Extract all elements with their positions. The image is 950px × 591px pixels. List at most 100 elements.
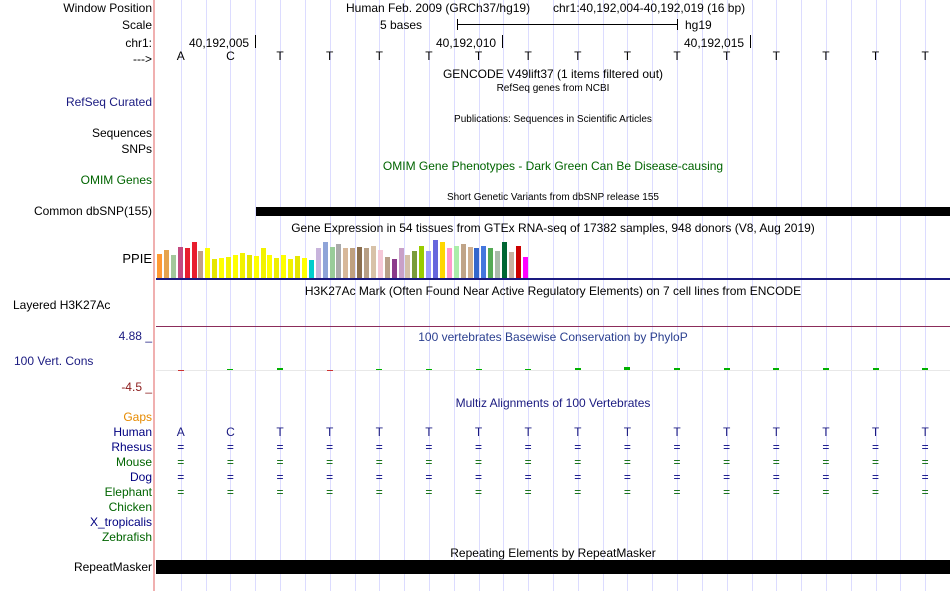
cons-bar xyxy=(822,367,829,370)
gtex-gene-label[interactable]: PPIE xyxy=(122,251,152,266)
gtex-tissue-bar[interactable] xyxy=(412,250,418,278)
gtex-tissue-bar[interactable] xyxy=(184,247,190,278)
alignment-base: T xyxy=(871,425,880,439)
repeatmasker-feature-bar[interactable] xyxy=(156,560,950,574)
gtex-tissue-bar[interactable] xyxy=(343,248,349,278)
species-label: Zebrafish xyxy=(101,530,152,544)
gaps-label: Gaps xyxy=(123,410,152,424)
gtex-tissue-bar[interactable] xyxy=(191,241,197,278)
alignment-match: = xyxy=(822,485,830,499)
gtex-tissue-bar[interactable] xyxy=(163,249,169,278)
h3k27ac-track-label[interactable]: Layered H3K27Ac xyxy=(13,298,111,312)
gtex-tissue-bar[interactable] xyxy=(481,245,487,278)
gtex-tissue-bar[interactable] xyxy=(288,259,294,278)
gtex-tissue-bar[interactable] xyxy=(308,259,314,278)
repeatmasker-track-label[interactable]: RepeatMasker xyxy=(73,560,152,574)
gtex-tissue-bar[interactable] xyxy=(315,248,321,278)
label-divider xyxy=(153,0,155,591)
dbsnp-feature-bar[interactable] xyxy=(256,207,950,216)
gtex-tissue-bar[interactable] xyxy=(508,252,514,278)
alignment-match: = xyxy=(425,455,433,469)
sequences-track-label[interactable]: Sequences xyxy=(91,126,152,140)
scale-label: Scale xyxy=(121,18,152,32)
dbsnp-track-label[interactable]: Common dbSNP(155) xyxy=(33,204,152,218)
coord-tick xyxy=(255,35,256,48)
alignment-base: T xyxy=(723,425,731,439)
coord-label: 40,192,015 xyxy=(684,36,745,50)
gtex-tissue-bar[interactable] xyxy=(260,247,266,278)
gtex-tissue-bar[interactable] xyxy=(212,259,218,278)
alignment-match: = xyxy=(524,485,532,499)
gtex-tissue-bar[interactable] xyxy=(446,247,452,278)
gtex-tissue-bar[interactable] xyxy=(157,254,162,278)
gtex-tissue-bar[interactable] xyxy=(439,241,445,278)
gtex-tissue-bar[interactable] xyxy=(301,258,307,278)
alignment-base: T xyxy=(921,425,929,439)
refseq-track-label[interactable]: RefSeq Curated xyxy=(65,95,152,109)
gtex-tissue-bar[interactable] xyxy=(515,245,521,278)
gtex-tissue-bar[interactable] xyxy=(433,240,438,278)
base-letter: T xyxy=(623,49,632,63)
gtex-tissue-bar[interactable] xyxy=(246,255,252,278)
alignment-base: T xyxy=(772,425,780,439)
cons-track-label[interactable]: 100 Vert. Cons xyxy=(14,354,94,368)
gtex-tissue-bar[interactable] xyxy=(384,257,390,278)
gtex-tissue-bar[interactable] xyxy=(350,247,356,278)
gtex-tissue-bar[interactable] xyxy=(170,255,176,278)
gtex-tissue-bar[interactable] xyxy=(267,255,273,278)
gtex-expression-bars[interactable] xyxy=(156,238,556,278)
gtex-tissue-bar[interactable] xyxy=(336,243,342,278)
gtex-tissue-bar[interactable] xyxy=(502,241,507,278)
gtex-tissue-bar[interactable] xyxy=(232,255,238,278)
cons-bar xyxy=(277,367,284,370)
cons-max-label: 4.88 _ xyxy=(118,329,152,343)
omim-track-label[interactable]: OMIM Genes xyxy=(80,173,152,187)
h3k27ac-baseline xyxy=(156,326,950,327)
gtex-tissue-bar[interactable] xyxy=(419,245,425,278)
gtex-tissue-bar[interactable] xyxy=(522,257,528,278)
gtex-tissue-bar[interactable] xyxy=(364,248,369,278)
gtex-tissue-bar[interactable] xyxy=(357,246,363,278)
gtex-tissue-bar[interactable] xyxy=(219,258,225,278)
repeatmasker-track-title: Repeating Elements by RepeatMasker xyxy=(450,546,656,560)
species-label: Rhesus xyxy=(111,440,152,454)
gtex-tissue-bar[interactable] xyxy=(177,246,183,278)
gtex-tissue-bar[interactable] xyxy=(398,247,404,278)
gtex-tissue-bar[interactable] xyxy=(426,251,432,278)
base-letter: T xyxy=(822,49,830,63)
gtex-tissue-bar[interactable] xyxy=(377,249,383,278)
gtex-tissue-bar[interactable] xyxy=(391,259,397,278)
gtex-tissue-bar[interactable] xyxy=(405,255,411,278)
gtex-tissue-bar[interactable] xyxy=(474,248,480,278)
gtex-tissue-bar[interactable] xyxy=(281,255,287,278)
gtex-tissue-bar[interactable] xyxy=(329,246,335,278)
grid-line xyxy=(875,0,877,591)
gtex-tissue-bar[interactable] xyxy=(495,250,501,278)
alignment-match: = xyxy=(921,485,929,499)
coord-tick xyxy=(750,35,751,48)
gtex-tissue-bar[interactable] xyxy=(253,255,259,278)
gtex-tissue-bar[interactable] xyxy=(322,241,328,278)
gtex-tissue-bar[interactable] xyxy=(453,245,459,278)
gtex-tissue-bar[interactable] xyxy=(239,253,245,278)
gtex-tissue-bar[interactable] xyxy=(226,257,231,278)
cons-bar xyxy=(376,368,383,370)
cons-bar xyxy=(773,367,780,370)
alignment-base: T xyxy=(375,425,383,439)
gtex-tissue-bar[interactable] xyxy=(460,243,466,278)
cons-min-label: -4.5 _ xyxy=(121,380,152,394)
gtex-tissue-bar[interactable] xyxy=(205,248,211,278)
gtex-tissue-bar[interactable] xyxy=(467,246,473,278)
gtex-tissue-bar[interactable] xyxy=(488,247,494,278)
snps-track-label[interactable]: SNPs xyxy=(121,142,152,156)
gtex-tissue-bar[interactable] xyxy=(198,250,204,278)
alignment-match: = xyxy=(623,440,631,454)
gtex-tissue-bar[interactable] xyxy=(295,255,300,278)
alignment-match: = xyxy=(276,470,284,484)
gtex-tissue-bar[interactable] xyxy=(274,258,280,278)
alignment-match: = xyxy=(772,470,780,484)
gtex-tissue-bar[interactable] xyxy=(370,245,376,278)
alignment-match: = xyxy=(524,440,532,454)
alignment-match: = xyxy=(574,470,582,484)
alignment-match: = xyxy=(921,440,929,454)
